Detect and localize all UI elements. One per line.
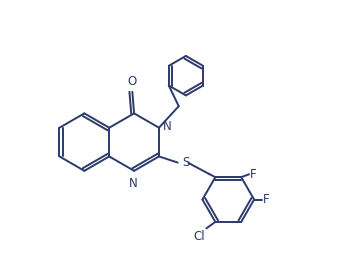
Text: N: N — [129, 176, 138, 189]
Text: N: N — [163, 120, 171, 133]
Text: Cl: Cl — [194, 230, 205, 243]
Text: O: O — [128, 75, 137, 88]
Text: F: F — [250, 168, 257, 181]
Text: S: S — [182, 156, 189, 169]
Text: F: F — [263, 193, 270, 206]
